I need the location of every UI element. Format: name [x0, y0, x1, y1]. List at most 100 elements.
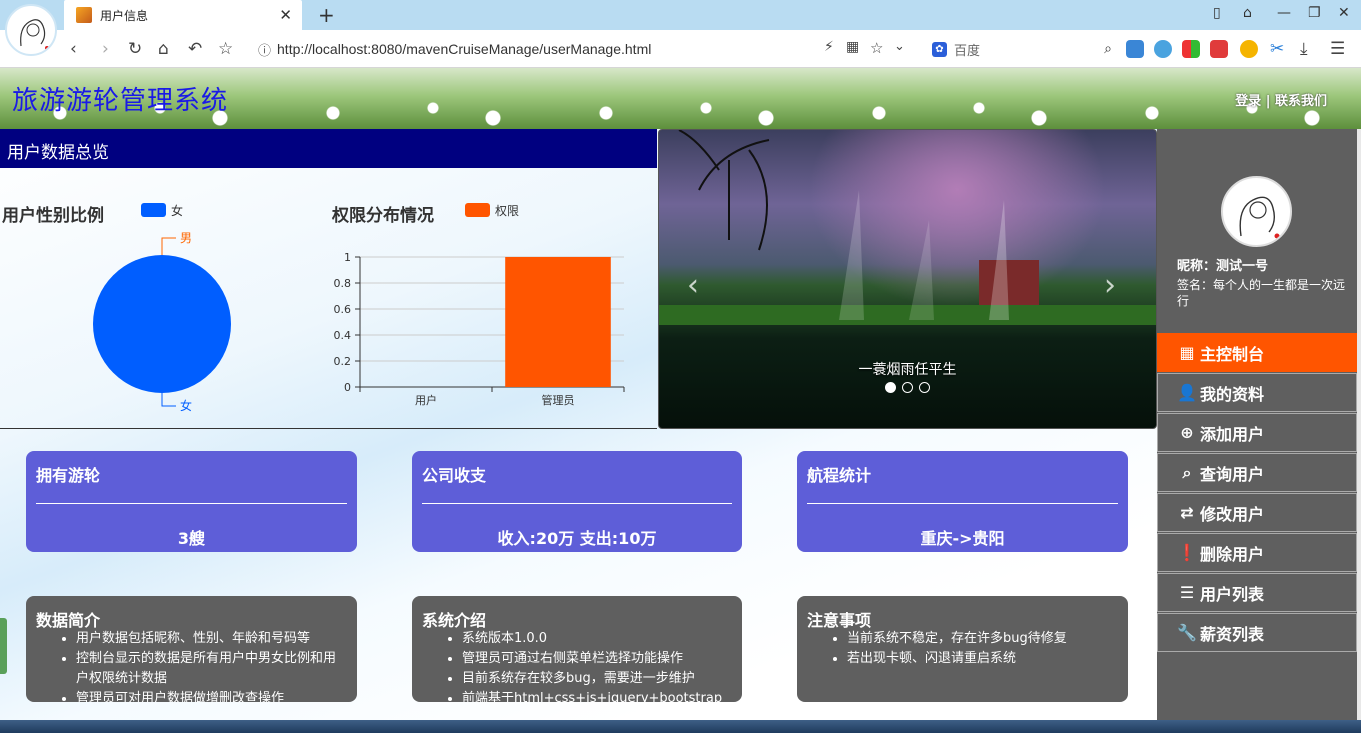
page-info-icon[interactable]: ⓘ [258, 43, 272, 59]
lightning-icon[interactable]: ⚡ [824, 39, 834, 55]
y-tick-label: 0.2 [334, 355, 352, 368]
site-title: 旅游游轮管理系统 [12, 86, 229, 116]
stat-label: 航程统计 [807, 466, 872, 485]
url-text[interactable]: http://localhost:8080/mavenCruiseManage/… [277, 41, 652, 57]
cloud-ext-icon[interactable] [1154, 40, 1172, 58]
list-item: 目前系统存在较多bug，需要进一步维护 [462, 669, 730, 689]
info-card-data-intro: 数据简介 用户数据包括昵称、性别、年龄和号码等 控制台显示的数据是所有用户中男女… [26, 596, 357, 702]
bar-legend-label[interactable]: 权限 [495, 204, 520, 218]
info-label: 系统介绍 [422, 611, 487, 630]
home-icon[interactable]: ⌂ [158, 39, 169, 59]
list-item: 用户数据包括昵称、性别、年龄和号码等 [76, 629, 345, 649]
profile-nickname: 昵称：测试一号 [1177, 259, 1269, 274]
image-carousel[interactable]: ‹ › 一蓑烟雨任平生 [658, 129, 1157, 429]
info-list: 用户数据包括昵称、性别、年龄和号码等 控制台显示的数据是所有用户中男女比例和用户… [76, 629, 345, 702]
profile-signature: 签名：每个人的一生都是一次远行 [1177, 278, 1346, 308]
stat-value: 重庆->贵阳 [920, 529, 1005, 548]
menu-icon[interactable]: ☰ [1330, 39, 1346, 59]
side-drawer-handle[interactable] [0, 618, 7, 674]
carousel-indicator-2[interactable] [902, 382, 913, 393]
carousel-indicator-3[interactable] [919, 382, 930, 393]
browser-nav-bar: ‹ › ↻ ⌂ ↶ ☆ ⓘ http://localhost:8080/mave… [0, 30, 1361, 68]
address-bar[interactable]: ⓘ http://localhost:8080/mavenCruiseManag… [258, 36, 918, 62]
pie-chart-title: 用户性别比例 [2, 206, 104, 226]
stat-value: 3艘 [177, 529, 206, 548]
moon-ext-icon[interactable] [1240, 40, 1258, 58]
undo-icon[interactable]: ↶ [188, 39, 203, 59]
carousel-prev-icon[interactable]: ‹ [687, 268, 699, 303]
carousel-indicator-1[interactable] [885, 382, 896, 393]
minimize-icon[interactable]: — [1277, 5, 1291, 21]
apps-ext-icon[interactable] [1182, 40, 1200, 58]
list-item: 控制台显示的数据是所有用户中男女比例和用户权限统计数据 [76, 649, 345, 689]
x-tick-label: 管理员 [542, 393, 575, 407]
menu-label: 添加用户 [1200, 424, 1265, 444]
search-box[interactable]: ✿ 百度 ⌕ [932, 36, 1112, 62]
menu-label: 修改用户 [1200, 504, 1265, 524]
dropdown-chevron-icon[interactable]: ⌄ [894, 39, 905, 54]
baidu-paw-icon: ✿ [932, 41, 947, 57]
restore-icon[interactable]: ▯ [1213, 5, 1221, 21]
overview-title: 用户数据总览 [0, 129, 657, 168]
pie-label-female: 女 [180, 398, 192, 413]
stat-card-finance: 公司收支 收入:20万 支出:10万 [412, 451, 742, 552]
right-sidebar: 昵称：测试一号 签名：每个人的一生都是一次远行 ▦ 主控制台 👤 我的资料 ⊕ 添加用… [1157, 129, 1357, 720]
forward-icon[interactable]: › [102, 39, 109, 59]
menu-item-edit-user[interactable]: ⇄ 修改用户 [1157, 493, 1357, 532]
browser-tab[interactable]: 用户信息 ✕ [64, 0, 302, 30]
page-scrollbar[interactable] [1357, 129, 1361, 720]
favorite-star-icon[interactable]: ☆ [870, 39, 884, 57]
list-item: 前端基于html+css+js+jquery+bootstrap开发 [462, 689, 730, 702]
new-tab-icon[interactable]: + [318, 3, 335, 27]
download-icon[interactable]: ⤓ [1300, 39, 1308, 59]
list-item: 当前系统不稳定，存在许多bug待修复 [847, 629, 1116, 649]
grid-icon: ▦ [1179, 343, 1195, 362]
reload-icon[interactable]: ↻ [128, 39, 143, 59]
carousel-next-icon[interactable]: › [1104, 268, 1116, 303]
pie-legend-swatch[interactable] [141, 203, 166, 217]
menu-item-dashboard[interactable]: ▦ 主控制台 [1157, 333, 1357, 372]
pdf-ext-icon[interactable] [1210, 40, 1228, 58]
menu-label: 删除用户 [1200, 544, 1265, 564]
pie-legend-label[interactable]: 女 [171, 204, 184, 218]
retweet-icon: ⇄ [1180, 503, 1194, 522]
menu-item-my-profile[interactable]: 👤 我的资料 [1157, 373, 1357, 412]
menu-item-add-user[interactable]: ⊕ 添加用户 [1157, 413, 1357, 452]
bookmark-star-icon[interactable]: ☆ [218, 39, 234, 59]
stat-card-voyages: 航程统计 重庆->贵阳 [797, 451, 1128, 552]
list-item: 若出现卡顿、闪退请重启系统 [847, 649, 1116, 669]
avatar[interactable] [1221, 176, 1292, 247]
plus-circle-icon: ⊕ [1180, 423, 1194, 442]
info-label: 注意事项 [807, 611, 872, 630]
y-tick-label: 1 [344, 251, 351, 264]
stat-value: 收入:20万 支出:10万 [497, 529, 657, 548]
window-close-icon[interactable]: ✕ [1338, 5, 1350, 21]
back-icon[interactable]: ‹ [70, 39, 77, 59]
qr-code-icon[interactable]: ▦ [846, 39, 860, 55]
menu-item-user-list[interactable]: ☰ 用户列表 [1157, 573, 1357, 612]
search-icon[interactable]: ⌕ [1104, 41, 1112, 57]
menu-label: 主控制台 [1200, 344, 1265, 364]
tab-title: 用户信息 [100, 8, 149, 23]
maximize-icon[interactable]: ❐ [1308, 5, 1321, 21]
list-item: 管理员可通过右侧菜单栏选择功能操作 [462, 649, 730, 669]
menu-item-search-user[interactable]: ⌕ 查询用户 [1157, 453, 1357, 492]
list-item: 管理员可对用户数据做增删改查操作 [76, 689, 345, 702]
overview-panel: 用户数据总览 用户性别比例 女 男 女 权限分布情况 权限 0 0.2 0.4 0.6… [0, 129, 657, 429]
menu-item-delete-user[interactable]: ❗ 删除用户 [1157, 533, 1357, 572]
tab-close-icon[interactable]: ✕ [279, 6, 292, 24]
browser-profile-avatar[interactable] [5, 4, 57, 56]
carousel-caption: 一蓑烟雨任平生 [858, 362, 957, 378]
y-tick-label: 0.6 [334, 303, 352, 316]
skin-icon[interactable]: ⌂ [1243, 5, 1252, 21]
menu-label: 用户列表 [1200, 584, 1265, 604]
menu-item-salary-list[interactable]: 🔧 薪资列表 [1157, 613, 1357, 652]
pie-slice-female [93, 255, 231, 393]
bar-legend-swatch[interactable] [465, 203, 490, 217]
scissors-icon[interactable]: ✂ [1270, 39, 1285, 59]
translate-ext-icon[interactable] [1126, 40, 1144, 58]
user-icon: 👤 [1177, 383, 1197, 402]
menu-label: 薪资列表 [1200, 624, 1265, 644]
header-links[interactable]: 登录 | 联系我们 [1235, 94, 1327, 109]
menu-label: 查询用户 [1200, 464, 1265, 484]
